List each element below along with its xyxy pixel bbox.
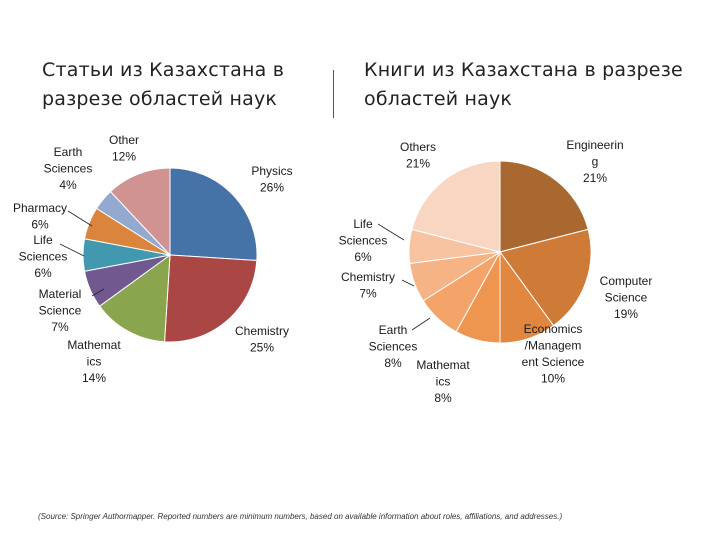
left-data-label-line: 7% (51, 320, 69, 334)
right-leader-line-5 (401, 279, 415, 287)
left-data-label-physics: Physics 26% (251, 164, 292, 195)
right-data-label-line: Earth (379, 323, 408, 337)
right-data-label-line: ent Science (522, 355, 585, 369)
left-data-label-line: 6% (34, 266, 52, 280)
right-data-label-line: Computer (600, 274, 653, 288)
right-data-label-line: Engineerin (566, 138, 623, 152)
right-data-label-mathematics: Mathemat ics 8% (416, 358, 470, 405)
left-data-label-line: 12% (112, 150, 136, 164)
right-slice-engineering (499, 160, 589, 253)
left-data-label-line: Mathemat (67, 338, 121, 352)
right-data-label-line: Economics (524, 322, 583, 336)
left-data-label-material-science: Material Science 7% (39, 287, 82, 334)
right-leader-line-6 (377, 223, 405, 241)
right-data-label-line: 6% (354, 250, 372, 264)
right-data-label-line: 19% (614, 307, 638, 321)
right-data-label-line: Sciences (339, 234, 388, 248)
right-data-label-line: 7% (359, 287, 377, 301)
left-data-label-line: Physics (251, 164, 292, 178)
right-data-label-line: 10% (541, 372, 565, 386)
right-slice-computer-science (499, 228, 592, 327)
right-data-label-others: Others 21% (400, 140, 436, 171)
left-data-label-earth-sciences: Earth Sciences 4% (44, 145, 93, 192)
left-data-label-line: Other (109, 133, 139, 147)
left-data-label-line: Chemistry (235, 324, 289, 338)
right-data-label-chemistry: Chemistry 7% (341, 270, 395, 301)
left-data-label-line: Material (39, 287, 82, 301)
left-data-label-line: ics (87, 355, 102, 369)
left-slice-physics (169, 167, 258, 261)
source-note: (Source: Springer Authormapper. Reported… (38, 512, 563, 521)
left-data-label-line: Sciences (44, 162, 93, 176)
right-data-label-line: Chemistry (341, 270, 395, 284)
right-data-label-line: Mathemat (416, 358, 470, 372)
left-data-label-line: Science (39, 304, 82, 318)
right-data-label-line: 21% (583, 171, 607, 185)
left-data-label-chemistry: Chemistry 25% (235, 324, 289, 355)
left-data-label-life-sciences: Life Sciences 6% (19, 233, 68, 280)
left-data-label-mathematics: Mathemat ics 14% (67, 338, 121, 385)
left-data-label-pharmacy: Pharmacy 6% (13, 201, 67, 232)
right-data-label-line: /Managem (525, 339, 582, 353)
right-slice-others (411, 160, 501, 253)
left-data-label-line: Sciences (19, 250, 68, 264)
right-data-label-engineering: Engineerin g 21% (566, 138, 623, 185)
right-data-label-line: Others (400, 140, 436, 154)
right-data-label-line: g (592, 155, 599, 169)
right-data-label-line: Science (605, 291, 648, 305)
left-slice-mathematics (98, 253, 171, 343)
right-chart-title: Книги из Казахстана в разрезе областей н… (364, 59, 683, 110)
right-leader-line-4 (411, 317, 431, 331)
right-data-label-line: 21% (406, 157, 430, 171)
left-pie-chart: Physics 26% Chemistry 25% Mathemat ics 14% Mate… (13, 133, 293, 385)
left-data-label-other: Other 12% (109, 133, 139, 164)
left-leader-line-4 (59, 243, 85, 257)
left-data-label-line: 25% (250, 341, 274, 355)
right-data-label-line: 8% (384, 356, 402, 370)
left-data-label-line: 4% (59, 178, 77, 192)
left-chart-title: Статьи из Казахстана в разрезе областей … (42, 59, 285, 110)
left-slice-chemistry (164, 254, 258, 343)
right-data-label-line: Sciences (369, 340, 418, 354)
left-data-label-line: 26% (260, 181, 284, 195)
left-data-label-line: Pharmacy (13, 201, 67, 215)
right-pie-chart: Engineerin g 21% Computer Science 19% Economic… (339, 138, 653, 405)
right-data-label-line: Life (353, 217, 373, 231)
left-data-label-line: Life (33, 233, 53, 247)
left-leader-line-5 (67, 210, 93, 227)
left-data-label-line: 6% (31, 218, 49, 232)
left-data-label-line: 14% (82, 371, 106, 385)
left-data-label-line: Earth (54, 145, 83, 159)
right-data-label-earth-sciences: Earth Sciences 8% (369, 323, 418, 370)
left-slice-other (109, 167, 171, 257)
left-leader-line-3 (91, 288, 105, 297)
right-data-label-line: 8% (434, 391, 452, 405)
right-data-label-economics-management-science: Economics/Managem ent Science 10% (522, 322, 585, 386)
right-data-label-life-sciences: Life Sciences 6% (339, 217, 388, 264)
title-divider (333, 70, 334, 118)
right-data-label-line: ics (436, 375, 451, 389)
right-data-label-computer-science: Computer Science 19% (600, 274, 653, 321)
